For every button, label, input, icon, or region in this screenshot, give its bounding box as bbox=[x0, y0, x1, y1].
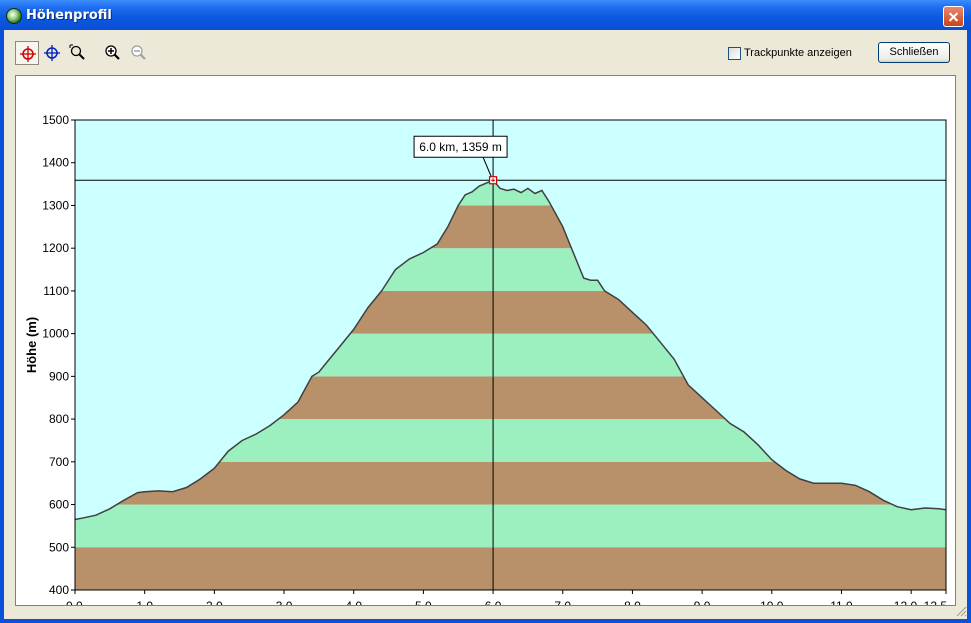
y-tick-label: 1000 bbox=[42, 327, 69, 341]
y-tick-label: 1200 bbox=[42, 241, 69, 255]
crosshair-red-tool[interactable] bbox=[15, 41, 39, 65]
x-tick-label: 12.0 bbox=[894, 599, 918, 605]
zoom-region-icon bbox=[69, 44, 85, 60]
y-tick-label: 900 bbox=[49, 369, 69, 383]
zoom-in-icon bbox=[105, 45, 120, 60]
window-title: Höhenprofil bbox=[26, 8, 112, 23]
y-tick-label: 700 bbox=[49, 455, 69, 469]
cursor-tooltip-box bbox=[413, 135, 508, 158]
y-tick-label: 1300 bbox=[42, 198, 69, 212]
x-tick-label: 1.0 bbox=[136, 599, 153, 605]
y-tick-label: 400 bbox=[49, 583, 69, 597]
cursor-tooltip-label: 6.0 km, 1359 m bbox=[419, 140, 502, 154]
red-crosshair-icon bbox=[20, 46, 36, 62]
x-tick-label: 6.0 bbox=[485, 599, 502, 605]
elevation-chart-panel[interactable]: 400 500 600 700 800 900 1000 1100 1200 1300 1400 15… bbox=[15, 75, 956, 623]
zoom-in-tool[interactable] bbox=[101, 41, 125, 65]
zoom-out-icon bbox=[131, 45, 146, 60]
x-tick-label: 10.0 bbox=[760, 599, 784, 605]
window-close-button[interactable] bbox=[943, 6, 964, 27]
tooltip-pointer bbox=[482, 157, 492, 177]
trackpunkte-checkbox[interactable] bbox=[728, 47, 741, 60]
x-tick-label: 5.0 bbox=[415, 599, 432, 605]
profile-line bbox=[74, 179, 947, 521]
y-tick-label: 500 bbox=[49, 540, 69, 554]
x-tick-label: 8.0 bbox=[624, 599, 641, 605]
dialog-client-area: Trackpunkte anzeigen Schließen 400 500 600… bbox=[4, 30, 967, 623]
schliessen-button[interactable]: Schließen bbox=[878, 42, 950, 63]
resize-grip-icon[interactable] bbox=[955, 605, 967, 617]
elevation-band bbox=[75, 547, 946, 590]
trackpunkte-label[interactable]: Trackpunkte anzeigen bbox=[744, 47, 852, 59]
elevation-chart[interactable]: 400 500 600 700 800 900 1000 1100 1200 1300 1400 15… bbox=[16, 76, 955, 623]
crosshair-blue-tool[interactable] bbox=[40, 41, 64, 65]
x-tick-label: 3.0 bbox=[276, 599, 293, 605]
y-tick-label: 800 bbox=[49, 412, 69, 426]
x-tick-label: 2.0 bbox=[206, 599, 223, 605]
x-tick-label: 11.0 bbox=[830, 599, 853, 605]
title-bar[interactable]: Höhenprofil bbox=[0, 0, 971, 30]
globe-icon bbox=[6, 8, 22, 24]
y-tick-label: 1100 bbox=[43, 284, 69, 298]
x-tick-label: 9.0 bbox=[694, 599, 711, 605]
zoom-region-tool[interactable] bbox=[66, 41, 90, 65]
y-tick-label: 600 bbox=[49, 498, 69, 512]
plot-border bbox=[74, 119, 947, 591]
x-tick-label: 4.0 bbox=[345, 599, 362, 605]
y-axis-label: Höhe (m) bbox=[24, 317, 39, 373]
zoom-out-tool[interactable] bbox=[127, 41, 151, 65]
y-tick-label: 1400 bbox=[42, 156, 69, 170]
y-tick-label: 1500 bbox=[42, 113, 69, 127]
elevation-band bbox=[75, 504, 946, 548]
x-tick-label: 7.0 bbox=[554, 599, 571, 605]
x-tick-label: 0.0 bbox=[66, 599, 83, 605]
x-tick-label: 12.5 bbox=[924, 599, 948, 605]
blue-crosshair-icon bbox=[44, 45, 60, 61]
